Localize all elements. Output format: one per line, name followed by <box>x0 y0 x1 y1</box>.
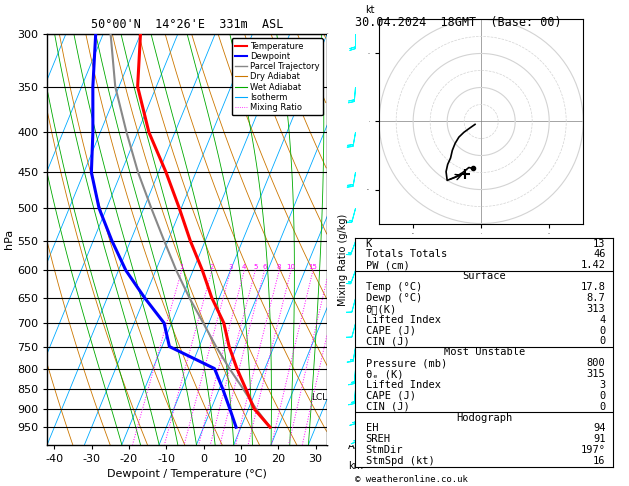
Text: 3: 3 <box>228 264 233 270</box>
Text: Temp (°C): Temp (°C) <box>365 282 422 292</box>
Text: Surface: Surface <box>462 271 506 281</box>
Title: 50°00'N  14°26'E  331m  ASL: 50°00'N 14°26'E 331m ASL <box>91 18 283 32</box>
Text: CAPE (J): CAPE (J) <box>365 326 416 336</box>
Text: Pressure (mb): Pressure (mb) <box>365 358 447 368</box>
Text: Hodograph: Hodograph <box>456 413 513 423</box>
Text: kt: kt <box>365 5 375 16</box>
Text: km: km <box>348 461 363 471</box>
Text: Lifted Index: Lifted Index <box>365 315 441 325</box>
Text: K: K <box>365 239 372 248</box>
Text: 3: 3 <box>599 380 606 390</box>
Text: CIN (J): CIN (J) <box>365 336 409 347</box>
Text: 46: 46 <box>593 249 606 260</box>
Text: 4: 4 <box>242 264 247 270</box>
Text: LCL: LCL <box>311 393 327 402</box>
Text: 1.42: 1.42 <box>581 260 606 270</box>
Text: 13: 13 <box>593 239 606 248</box>
Text: 8.7: 8.7 <box>587 293 606 303</box>
Text: θ₞(K): θ₞(K) <box>365 304 397 314</box>
Text: CIN (J): CIN (J) <box>365 402 409 412</box>
Text: 0: 0 <box>599 391 606 401</box>
Text: ASL: ASL <box>348 441 366 451</box>
Text: 94: 94 <box>593 423 606 434</box>
Y-axis label: hPa: hPa <box>4 229 14 249</box>
Text: 91: 91 <box>593 434 606 444</box>
Text: SREH: SREH <box>365 434 391 444</box>
Text: 0: 0 <box>599 336 606 347</box>
Text: 5: 5 <box>253 264 257 270</box>
Text: 10: 10 <box>286 264 296 270</box>
X-axis label: Dewpoint / Temperature (°C): Dewpoint / Temperature (°C) <box>107 469 267 479</box>
Text: 2: 2 <box>209 264 214 270</box>
Legend: Temperature, Dewpoint, Parcel Trajectory, Dry Adiabat, Wet Adiabat, Isotherm, Mi: Temperature, Dewpoint, Parcel Trajectory… <box>231 38 323 115</box>
Text: CAPE (J): CAPE (J) <box>365 391 416 401</box>
Text: 313: 313 <box>587 304 606 314</box>
Text: θₑ (K): θₑ (K) <box>365 369 403 379</box>
Text: 315: 315 <box>587 369 606 379</box>
Text: 15: 15 <box>308 264 318 270</box>
Text: 4: 4 <box>599 315 606 325</box>
Text: 800: 800 <box>587 358 606 368</box>
Text: 197°: 197° <box>581 445 606 455</box>
Text: StmDir: StmDir <box>365 445 403 455</box>
Text: Dewp (°C): Dewp (°C) <box>365 293 422 303</box>
Text: 30.04.2024  18GMT  (Base: 00): 30.04.2024 18GMT (Base: 00) <box>355 16 562 29</box>
Text: 17.8: 17.8 <box>581 282 606 292</box>
Text: 6: 6 <box>262 264 267 270</box>
Text: 1: 1 <box>179 264 184 270</box>
Text: 0: 0 <box>599 402 606 412</box>
Text: © weatheronline.co.uk: © weatheronline.co.uk <box>355 474 468 484</box>
Text: Lifted Index: Lifted Index <box>365 380 441 390</box>
Text: Most Unstable: Most Unstable <box>443 347 525 357</box>
Text: Mixing Ratio (g/kg): Mixing Ratio (g/kg) <box>338 214 348 306</box>
Text: 8: 8 <box>277 264 281 270</box>
Text: 16: 16 <box>593 456 606 466</box>
Text: Totals Totals: Totals Totals <box>365 249 447 260</box>
Text: EH: EH <box>365 423 378 434</box>
Text: 0: 0 <box>599 326 606 336</box>
Text: PW (cm): PW (cm) <box>365 260 409 270</box>
Text: StmSpd (kt): StmSpd (kt) <box>365 456 435 466</box>
